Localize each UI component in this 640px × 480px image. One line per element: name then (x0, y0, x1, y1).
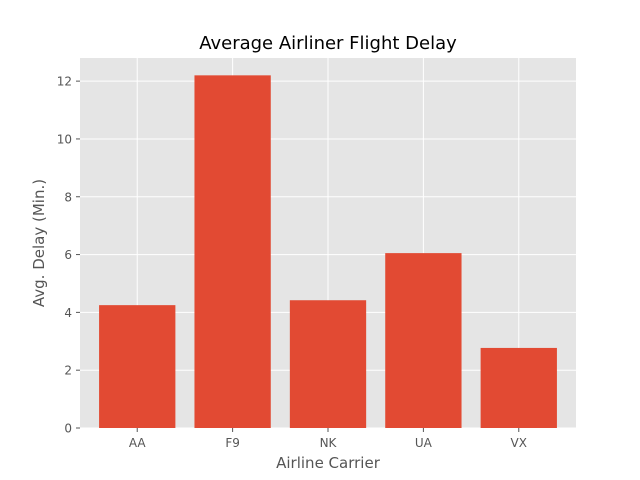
y-tick-label: 12 (57, 75, 72, 89)
y-tick-label: 6 (64, 248, 72, 262)
y-tick-label: 0 (64, 422, 72, 436)
x-tick-label: UA (415, 436, 433, 450)
bar-vx (480, 347, 557, 428)
y-tick-label: 4 (64, 306, 72, 320)
x-tick-label: F9 (225, 436, 240, 450)
bar-f9 (194, 75, 271, 428)
bar-ua (385, 253, 462, 428)
y-tick-label: 2 (64, 364, 72, 378)
y-tick-label: 10 (57, 132, 72, 146)
chart-title: Average Airliner Flight Delay (199, 33, 457, 54)
bar-nk (289, 300, 367, 428)
y-axis-label: Avg. Delay (Min.) (30, 179, 48, 307)
bar-aa (99, 305, 176, 428)
x-tick-label: VX (511, 436, 527, 450)
x-tick-label: AA (129, 436, 147, 450)
axis-ticks: 0 2 4 6 8 10 12 AA F9 NK UA VX (57, 75, 527, 450)
y-tick-label: 8 (64, 190, 72, 204)
bars (99, 75, 557, 428)
x-axis-label: Airline Carrier (276, 454, 381, 472)
x-tick-label: NK (320, 436, 338, 450)
